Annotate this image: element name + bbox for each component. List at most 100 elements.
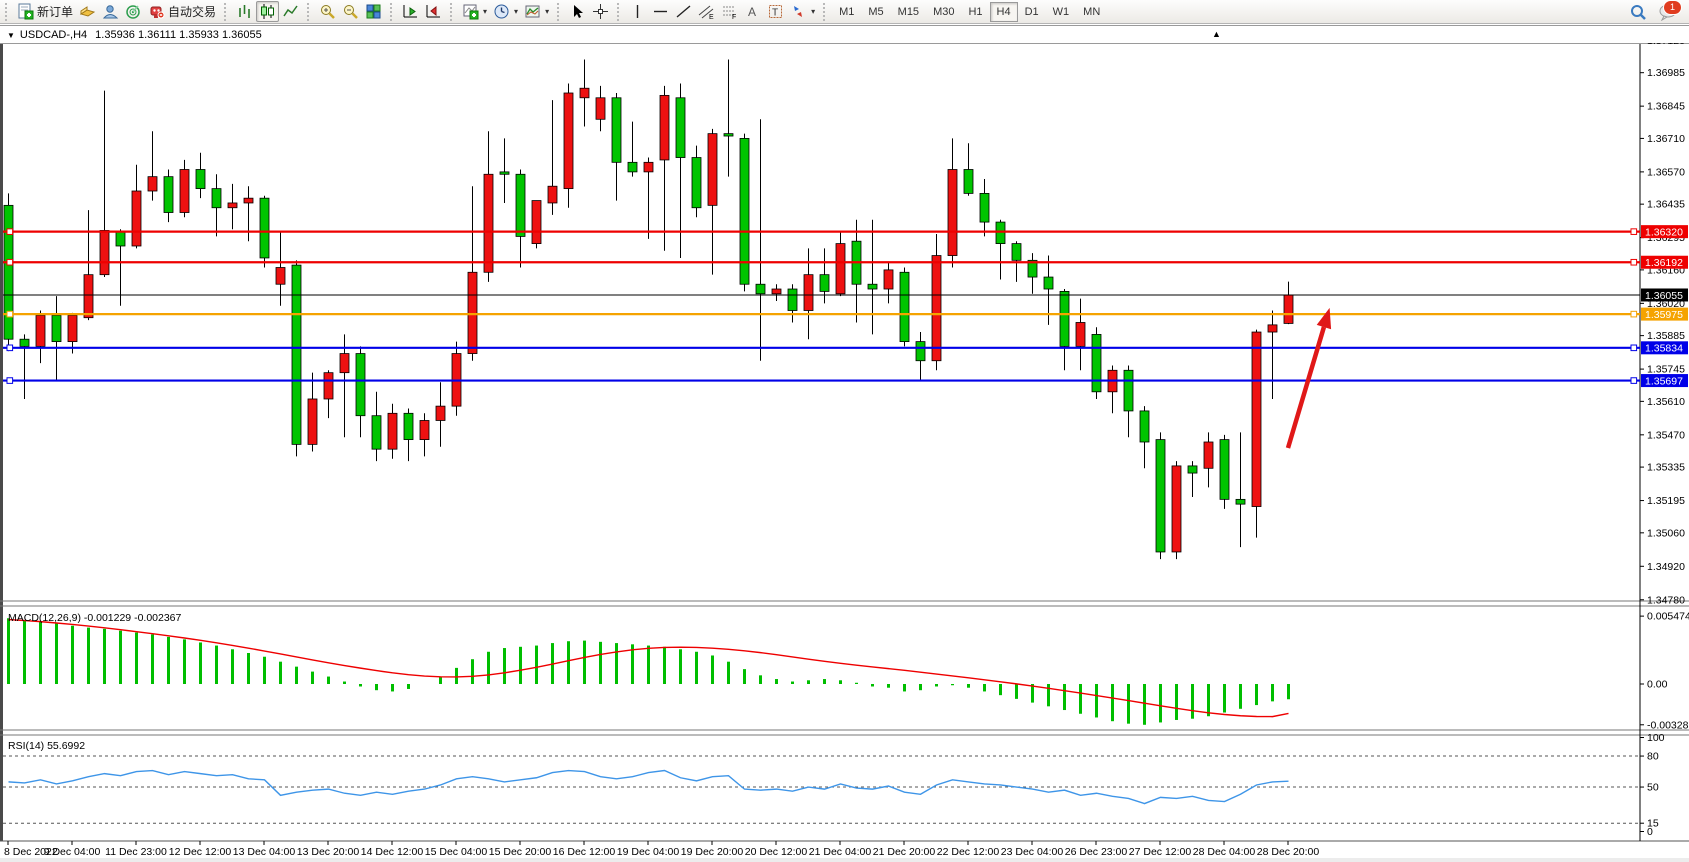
arrows-tool-button[interactable]: ▾ (787, 1, 818, 22)
trendline-tool-button[interactable] (672, 1, 695, 22)
time-tick-label: 13 Dec 20:00 (297, 846, 360, 858)
line-handle[interactable] (1630, 377, 1638, 384)
arrow-shaft[interactable] (1285, 326, 1327, 449)
candle-body (355, 353, 366, 417)
zoom-out-button[interactable] (339, 1, 362, 22)
candle-body (147, 176, 158, 192)
line-handle[interactable] (6, 377, 14, 384)
crosshair-tool-button[interactable] (589, 1, 612, 22)
arrows-icon (790, 3, 807, 20)
chart-candles-button[interactable] (256, 1, 280, 22)
chart-header: ▼ USDCAD-,H4 1.35936 1.36111 1.35933 1.3… (0, 25, 1689, 44)
chart-line-button[interactable] (279, 1, 302, 22)
chart-left-frame (0, 43, 3, 841)
rsi-axis-label: 80 (1647, 751, 1659, 763)
price-tick-label: 1.34780 (1647, 594, 1685, 606)
auto-trading-robot-icon (148, 3, 165, 20)
timeframe-button-H4[interactable]: H4 (989, 1, 1018, 22)
candle-body (307, 398, 318, 445)
toolbar-grip (617, 2, 622, 21)
price-tick-label: 1.35470 (1647, 429, 1685, 441)
candle-body (1187, 465, 1198, 474)
timeframe-button-MN[interactable]: MN (1083, 5, 1101, 18)
line-handle[interactable] (6, 228, 14, 235)
toolbar-grip (823, 2, 828, 21)
chart-area[interactable]: 1.37120 1.36985 1.36845 1.36710 1.36570 1.364… (0, 43, 1689, 862)
chat-button[interactable]: 1 (1656, 0, 1682, 22)
search-icon (1629, 3, 1647, 21)
price-badge (1641, 374, 1688, 388)
horizontal-line-tool-button[interactable] (649, 1, 672, 22)
macd-axis-label: -0.003289 (1647, 719, 1689, 731)
market-watch-button[interactable] (76, 1, 99, 22)
timeframe-button-M30[interactable]: M30 (933, 5, 955, 18)
channel-tool-button[interactable]: E (695, 1, 718, 22)
candle-body (387, 412, 398, 450)
candle-body (915, 341, 926, 362)
candle-body (531, 200, 542, 244)
text-label-icon: T (767, 3, 784, 20)
periods-button[interactable]: ▾ (490, 1, 521, 22)
clock-icon (493, 3, 510, 20)
price-badge-label: 1.36192 (1645, 257, 1683, 269)
indicators-button[interactable]: ▾ (459, 1, 490, 22)
text-icon: A (744, 3, 761, 20)
line-handle[interactable] (1630, 310, 1638, 318)
auto-trading-button[interactable]: 自动交易 (145, 1, 219, 22)
chart-bars-button[interactable] (233, 1, 256, 22)
candle-body (179, 169, 190, 213)
candle-body (211, 188, 222, 209)
timeframe-button-W1[interactable]: W1 (1052, 5, 1070, 18)
cursor-tool-button[interactable] (566, 1, 589, 22)
new-order-label: 新订单 (37, 5, 74, 19)
line-handle[interactable] (6, 310, 14, 318)
candle-body (883, 269, 894, 290)
vertical-line-tool-button[interactable] (626, 1, 649, 22)
timeframe-button-M1[interactable]: M1 (839, 5, 855, 18)
line-handle[interactable] (1630, 344, 1638, 352)
vertical-line-icon (629, 3, 646, 20)
candle-body (723, 133, 734, 137)
candle-body (67, 314, 78, 343)
candle-body (1283, 294, 1294, 324)
chart-background (0, 43, 1689, 862)
candle-body (515, 173, 526, 237)
text-label-tool-button[interactable]: T (764, 1, 787, 22)
timeframe-button-M15[interactable]: M15 (897, 5, 920, 18)
collapse-triangle-icon[interactable]: ▼ (7, 30, 15, 40)
terminal-button[interactable] (99, 1, 122, 22)
zoom-in-button[interactable] (316, 1, 339, 22)
price-tick-label: 1.35195 (1647, 495, 1685, 507)
candle-body (563, 92, 574, 190)
line-handle[interactable] (1630, 258, 1638, 266)
dropdown-caret-icon: ▾ (483, 7, 488, 16)
auto-scroll-button[interactable] (399, 1, 422, 22)
text-tool-button[interactable]: A (741, 1, 764, 22)
new-order-button[interactable]: 新订单 (14, 1, 76, 22)
candle-body (99, 230, 110, 276)
time-tick-label: 14 Dec 12:00 (361, 846, 424, 858)
price-badge-label: 1.35697 (1645, 375, 1683, 387)
candle-body (611, 97, 622, 163)
line-handle[interactable] (1630, 228, 1638, 235)
annotation-arrow[interactable] (1285, 307, 1332, 449)
templates-button[interactable]: ▾ (521, 1, 552, 22)
line-handle[interactable] (6, 344, 14, 352)
dropdown-caret-icon: ▾ (811, 7, 816, 16)
timeframe-button-M5[interactable]: M5 (868, 5, 884, 18)
strategy-tester-button[interactable] (122, 1, 145, 22)
chart-shift-button[interactable] (422, 1, 445, 22)
toolbar-grip (307, 2, 312, 21)
timeframe-button-D1[interactable]: D1 (1024, 5, 1039, 18)
candle-body (579, 87, 590, 99)
timeframe-button-H1[interactable]: H1 (968, 5, 983, 18)
fibonacci-tool-button[interactable]: F (718, 1, 741, 22)
line-handle[interactable] (6, 258, 14, 266)
macd-indicator-label: MACD(12,26,9) -0.001229 -0.002367 (8, 612, 182, 624)
rsi-axis-label: 15 (1647, 818, 1659, 830)
search-button[interactable] (1626, 1, 1650, 22)
candle-body (643, 161, 654, 173)
chart-shift-marker-icon[interactable]: ▲ (1212, 29, 1221, 39)
tile-windows-button[interactable] (362, 1, 385, 22)
new-order-icon (17, 3, 34, 20)
